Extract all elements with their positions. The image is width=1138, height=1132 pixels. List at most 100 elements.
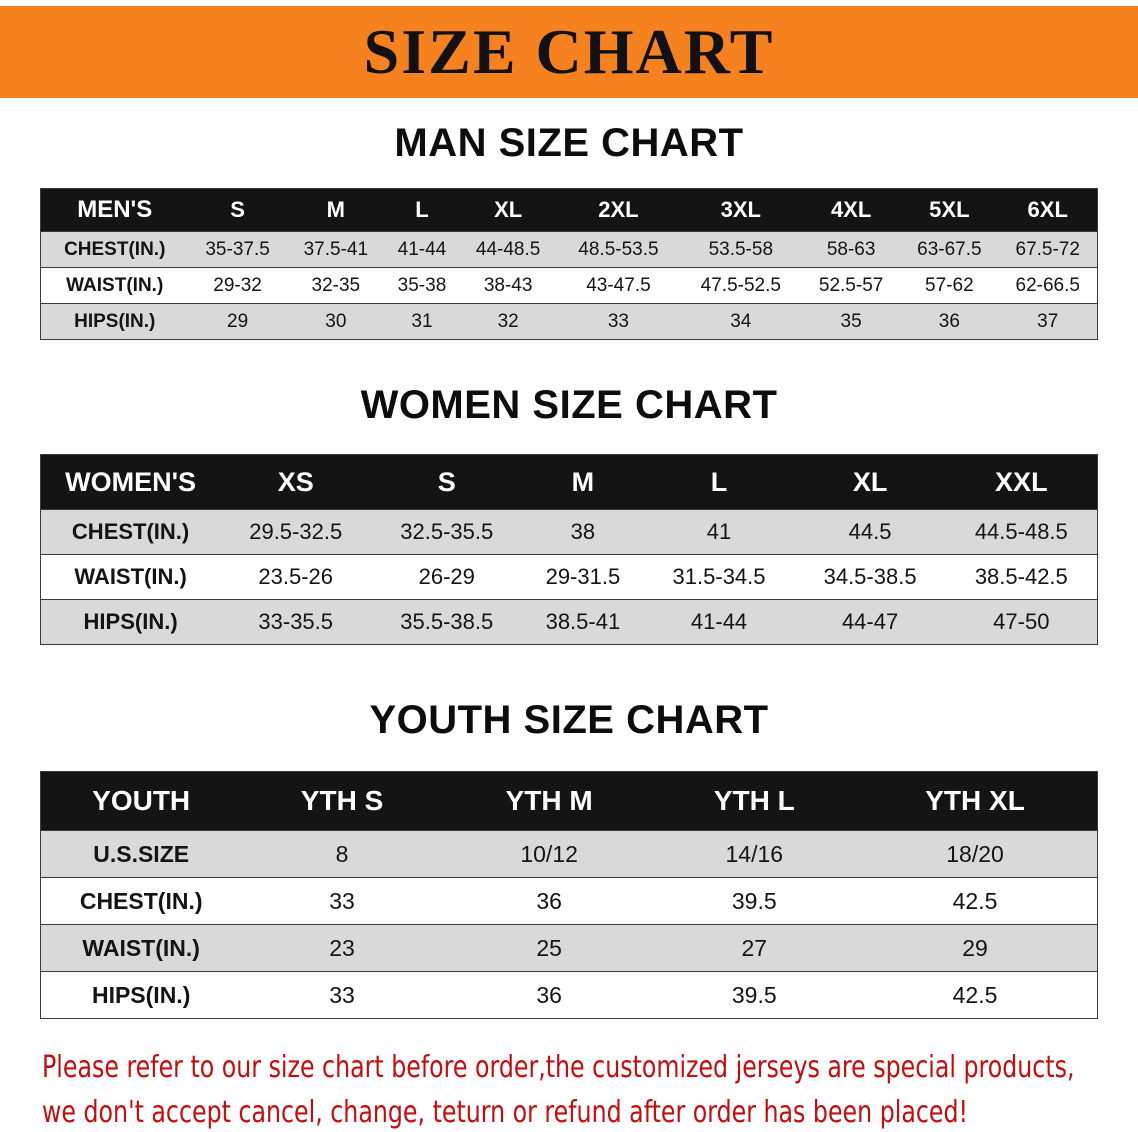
table-group-label: YOUTH [40,771,242,831]
size-column-header: L [384,188,460,232]
page-title: SIZE CHART [363,16,775,87]
cell-value: 57-62 [900,267,999,304]
cell-value: 58-63 [802,231,901,268]
cell-value: 44.5-48.5 [945,509,1098,555]
header-row: WOMEN'S XS S M L XL XXL [40,454,1098,510]
size-column-header: 4XL [802,188,901,232]
cell-value: 38.5-41 [522,599,644,645]
table-row: HIPS(IN.) 33-35.5 35.5-38.5 38.5-41 41-44 44-… [40,599,1098,645]
cell-value: 32-35 [286,267,385,304]
cell-value: 44.5 [794,509,946,555]
cell-value: 39.5 [655,877,854,925]
size-column-header: 6XL [998,188,1098,232]
cell-value: 43-47.5 [557,267,680,304]
cell-value: 35-37.5 [188,231,287,268]
cell-value: 35 [802,303,901,340]
youth-section: YOUTH SIZE CHART YOUTH YTH S YTH M YTH L YTH… [0,697,1138,1019]
cell-value: 29-32 [188,267,287,304]
youth-size-table: YOUTH YTH S YTH M YTH L YTH XL U.S.SIZE 8 10/12… [40,771,1098,1019]
size-column-header: M [522,454,644,510]
table-row: CHEST(IN.) 33 36 39.5 42.5 [40,877,1098,925]
row-label: WAIST(IN.) [40,924,242,972]
size-column-header: YTH L [655,771,854,831]
table-row: CHEST(IN.) 35-37.5 37.5-41 41-44 44-48.5 48.5… [40,231,1098,268]
size-column-header: 5XL [900,188,999,232]
cell-value: 23.5-26 [220,554,372,600]
cell-value: 14/16 [655,830,854,878]
cell-value: 29.5-32.5 [220,509,372,555]
cell-value: 67.5-72 [998,231,1098,268]
table-group-label: MEN'S [40,188,189,232]
table-row: HIPS(IN.) 33 36 39.5 42.5 [40,971,1098,1019]
cell-value: 35.5-38.5 [371,599,523,645]
cell-value: 34.5-38.5 [794,554,946,600]
banner: SIZE CHART [0,6,1138,98]
cell-value: 44-48.5 [459,231,558,268]
cell-value: 62-66.5 [998,267,1098,304]
row-label: HIPS(IN.) [40,303,189,340]
men-section-heading: MAN SIZE CHART [394,121,744,165]
size-column-header: XS [220,454,372,510]
table-row: WAIST(IN.) 23.5-26 26-29 29-31.5 31.5-34.5 34… [40,554,1098,600]
table-row: WAIST(IN.) 23 25 27 29 [40,924,1098,972]
cell-value: 47.5-52.5 [679,267,802,304]
row-label: CHEST(IN.) [40,509,221,555]
row-label: WAIST(IN.) [40,267,189,304]
size-column-header: M [286,188,385,232]
table-group-label: WOMEN'S [40,454,221,510]
size-column-header: S [188,188,287,232]
row-label: CHEST(IN.) [40,231,189,268]
cell-value: 27 [655,924,854,972]
row-label: U.S.SIZE [40,830,242,878]
size-column-header: XXL [945,454,1098,510]
cell-value: 25 [442,924,656,972]
cell-value: 41-44 [643,599,795,645]
women-section-heading: WOMEN SIZE CHART [360,383,778,427]
cell-value: 39.5 [655,971,854,1019]
size-column-header: YTH M [442,771,656,831]
women-size-table: WOMEN'S XS S M L XL XXL CHEST(IN.) 29.5-32.5 32.5… [40,454,1098,645]
row-label: HIPS(IN.) [40,599,221,645]
cell-value: 33 [241,877,443,925]
cell-value: 34 [679,303,802,340]
table-row: CHEST(IN.) 29.5-32.5 32.5-35.5 38 41 44.5 44.5… [40,509,1098,555]
table-row: WAIST(IN.) 29-32 32-35 35-38 38-43 43-47.5 47.… [40,267,1098,304]
cell-value: 26-29 [371,554,523,600]
cell-value: 10/12 [442,830,656,878]
cell-value: 38.5-42.5 [945,554,1098,600]
cell-value: 38 [522,509,644,555]
cell-value: 41 [643,509,795,555]
cell-value: 37 [998,303,1098,340]
cell-value: 38-43 [459,267,558,304]
footer-note-line1: Please refer to our size chart before or… [42,1050,1075,1085]
men-section: MAN SIZE CHART MEN'S S M L XL 2XL 3XL 4XL 5XL 6XL… [0,120,1138,340]
row-label: CHEST(IN.) [40,877,242,925]
cell-value: 36 [442,971,656,1019]
women-section: WOMEN SIZE CHART WOMEN'S XS S M L XL XXL CHEST(… [0,382,1138,645]
header-row: YOUTH YTH S YTH M YTH L YTH XL [40,771,1098,831]
size-column-header: 2XL [557,188,680,232]
size-column-header: YTH S [241,771,443,831]
cell-value: 36 [442,877,656,925]
row-label: WAIST(IN.) [40,554,221,600]
cell-value: 36 [900,303,999,340]
cell-value: 29 [853,924,1098,972]
cell-value: 32 [459,303,558,340]
row-label: HIPS(IN.) [40,971,242,1019]
cell-value: 33-35.5 [220,599,372,645]
youth-section-heading: YOUTH SIZE CHART [369,698,769,742]
size-column-header: 3XL [679,188,802,232]
size-column-header: YTH XL [853,771,1098,831]
cell-value: 52.5-57 [802,267,901,304]
cell-value: 37.5-41 [286,231,385,268]
size-column-header: XL [459,188,558,232]
cell-value: 31.5-34.5 [643,554,795,600]
table-row: HIPS(IN.) 29 30 31 32 33 34 35 36 37 [40,303,1098,340]
cell-value: 41-44 [384,231,460,268]
size-column-header: XL [794,454,946,510]
cell-value: 42.5 [853,877,1098,925]
cell-value: 48.5-53.5 [557,231,680,268]
cell-value: 33 [241,971,443,1019]
cell-value: 18/20 [853,830,1098,878]
